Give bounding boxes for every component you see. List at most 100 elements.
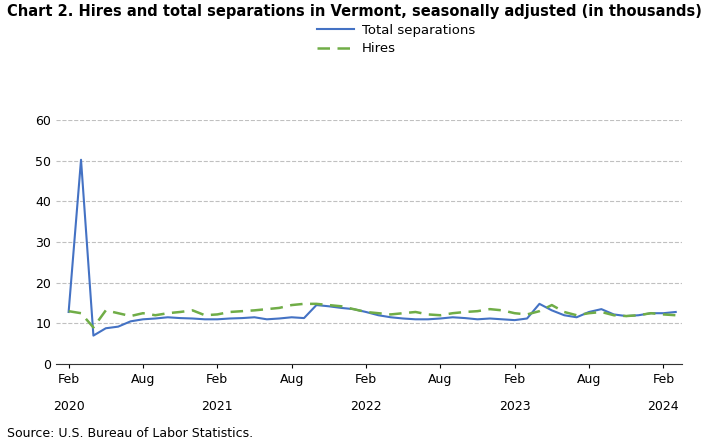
Total separations bbox=[299, 315, 308, 321]
Hires bbox=[151, 313, 160, 318]
Hires bbox=[213, 312, 221, 317]
Text: 2024: 2024 bbox=[647, 400, 679, 413]
Hires bbox=[176, 309, 184, 315]
Hires bbox=[337, 304, 345, 309]
Total separations bbox=[610, 312, 618, 317]
Total separations bbox=[114, 324, 122, 329]
Hires bbox=[263, 306, 271, 312]
Hires bbox=[77, 310, 85, 316]
Hires bbox=[399, 310, 407, 316]
Hires bbox=[424, 312, 432, 317]
Total separations bbox=[288, 315, 296, 320]
Total separations bbox=[263, 317, 271, 322]
Text: 2023: 2023 bbox=[499, 400, 531, 413]
Total separations bbox=[164, 315, 172, 320]
Hires bbox=[523, 312, 531, 317]
Total separations bbox=[275, 316, 283, 321]
Hires bbox=[634, 313, 643, 318]
Total separations bbox=[424, 317, 432, 322]
Total separations bbox=[387, 315, 395, 320]
Hires bbox=[622, 313, 631, 319]
Hires bbox=[200, 313, 209, 318]
Total separations bbox=[238, 315, 246, 321]
Hires bbox=[362, 309, 370, 315]
Total separations bbox=[138, 317, 147, 322]
Hires bbox=[250, 308, 259, 313]
Total separations bbox=[362, 309, 370, 315]
Hires bbox=[288, 302, 296, 308]
Total separations bbox=[374, 313, 382, 318]
Total separations bbox=[585, 309, 593, 315]
Total separations bbox=[436, 316, 444, 321]
Total separations bbox=[548, 308, 556, 313]
Total separations bbox=[535, 301, 543, 306]
Hires bbox=[610, 313, 618, 318]
Total separations bbox=[176, 315, 184, 321]
Text: 2021: 2021 bbox=[202, 400, 233, 413]
Total separations bbox=[647, 310, 655, 316]
Hires bbox=[325, 302, 333, 308]
Total separations bbox=[337, 305, 345, 311]
Text: 2022: 2022 bbox=[350, 400, 382, 413]
Total separations bbox=[89, 333, 98, 338]
Hires bbox=[449, 310, 457, 316]
Hires bbox=[535, 309, 543, 314]
Hires bbox=[299, 301, 308, 306]
Hires bbox=[473, 309, 482, 314]
Total separations bbox=[77, 157, 85, 163]
Hires bbox=[127, 313, 135, 319]
Hires bbox=[65, 309, 73, 314]
Total separations bbox=[560, 313, 569, 318]
Hires bbox=[374, 310, 382, 316]
Line: Total separations: Total separations bbox=[69, 160, 676, 336]
Total separations bbox=[312, 302, 321, 308]
Legend: Total separations, Hires: Total separations, Hires bbox=[317, 24, 475, 55]
Total separations bbox=[634, 313, 643, 318]
Text: Source: U.S. Bureau of Labor Statistics.: Source: U.S. Bureau of Labor Statistics. bbox=[7, 427, 253, 440]
Total separations bbox=[622, 313, 631, 319]
Hires bbox=[238, 309, 246, 314]
Hires bbox=[548, 302, 556, 308]
Hires bbox=[498, 308, 506, 313]
Total separations bbox=[325, 304, 333, 309]
Total separations bbox=[523, 316, 531, 321]
Hires bbox=[188, 308, 197, 313]
Total separations bbox=[188, 316, 197, 321]
Total separations bbox=[486, 316, 494, 321]
Total separations bbox=[411, 317, 420, 322]
Total separations bbox=[127, 319, 135, 324]
Hires bbox=[486, 306, 494, 312]
Hires bbox=[101, 308, 110, 313]
Hires bbox=[510, 310, 519, 316]
Hires bbox=[671, 313, 680, 318]
Line: Hires: Hires bbox=[69, 304, 676, 328]
Total separations bbox=[671, 309, 680, 315]
Total separations bbox=[226, 316, 234, 321]
Total separations bbox=[65, 309, 73, 315]
Hires bbox=[436, 313, 444, 318]
Hires bbox=[312, 301, 321, 306]
Hires bbox=[164, 310, 172, 316]
Hires bbox=[597, 309, 605, 315]
Total separations bbox=[461, 315, 470, 321]
Text: 2020: 2020 bbox=[53, 400, 84, 413]
Total separations bbox=[101, 325, 110, 331]
Hires bbox=[349, 306, 358, 312]
Total separations bbox=[473, 317, 482, 322]
Total separations bbox=[498, 317, 506, 322]
Text: Chart 2. Hires and total separations in Vermont, seasonally adjusted (in thousan: Chart 2. Hires and total separations in … bbox=[7, 4, 702, 20]
Total separations bbox=[200, 317, 209, 322]
Hires bbox=[461, 309, 470, 315]
Total separations bbox=[250, 315, 259, 320]
Hires bbox=[89, 325, 98, 330]
Hires bbox=[411, 309, 420, 315]
Total separations bbox=[399, 316, 407, 321]
Hires bbox=[585, 310, 593, 316]
Total separations bbox=[572, 315, 581, 320]
Total separations bbox=[597, 306, 605, 312]
Hires bbox=[647, 310, 655, 316]
Total separations bbox=[213, 317, 221, 322]
Hires bbox=[275, 305, 283, 311]
Hires bbox=[226, 309, 234, 315]
Total separations bbox=[510, 317, 519, 323]
